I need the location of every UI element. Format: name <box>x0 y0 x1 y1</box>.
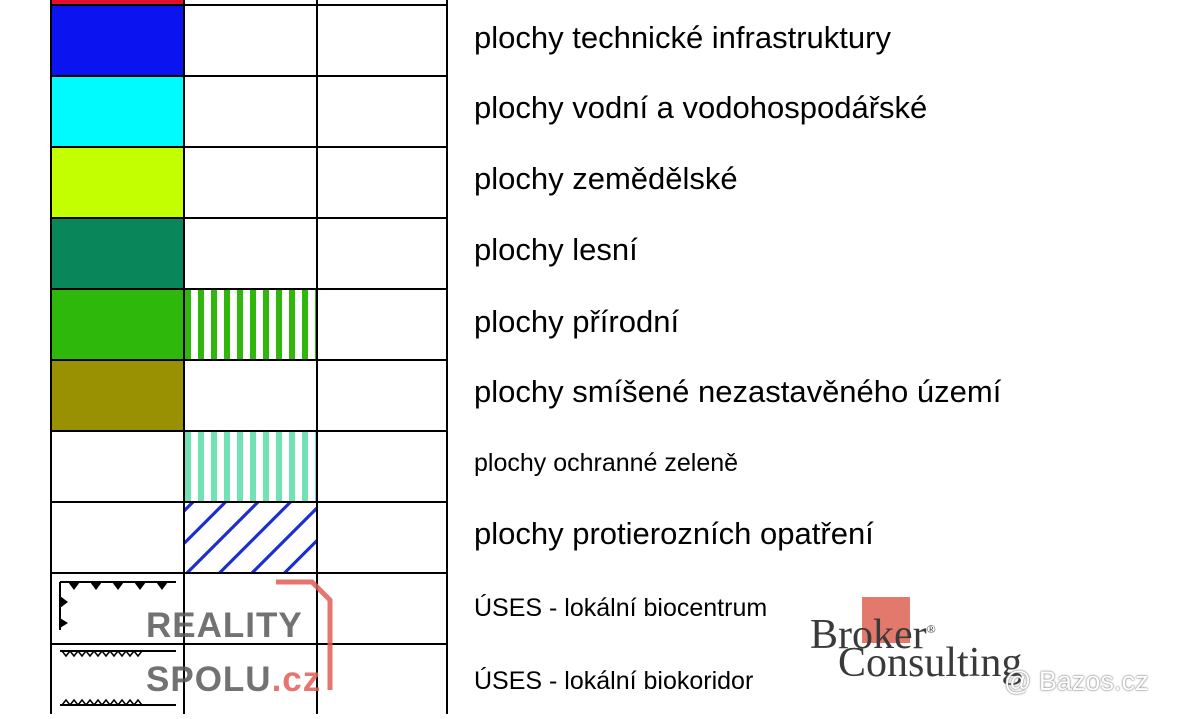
legend-swatch <box>50 501 183 572</box>
reality-spolu-watermark-line1: REALITY <box>146 606 303 645</box>
legend-label: plochy ochranné zeleně <box>474 449 739 477</box>
legend-pattern-cell <box>183 4 316 75</box>
legend-empty-cell <box>316 359 448 430</box>
legend-swatch-partial <box>50 0 183 4</box>
legend-pattern-blue-hatch <box>183 501 316 572</box>
legend-row-vodni <box>50 75 448 146</box>
broker-consulting-watermark-line2: Consulting <box>838 640 1023 686</box>
legend-row-partial <box>50 0 448 4</box>
legend-row-biokoridor <box>50 643 448 714</box>
legend-swatch <box>50 643 183 714</box>
legend-empty-cell <box>316 217 448 288</box>
legend-empty-cell <box>316 430 448 501</box>
legend-swatch <box>50 4 183 75</box>
legend-row-biocentrum <box>50 572 448 643</box>
legend-empty-cell <box>316 75 448 146</box>
legend-swatch <box>50 572 183 643</box>
legend-row-protierozni <box>50 501 448 572</box>
legend-label: plochy protierozních opatření <box>474 516 874 551</box>
biokoridor-symbol-icon <box>60 649 176 707</box>
reality-spolu-text: SPOLU <box>146 660 272 699</box>
legend-empty-cell <box>316 501 448 572</box>
broker-consulting-watermark-line1: Broker® <box>810 612 936 658</box>
legend-pattern-mint-stripes <box>183 430 316 501</box>
legend-swatch <box>50 288 183 359</box>
legend-empty-cell <box>316 146 448 217</box>
legend-swatch <box>50 359 183 430</box>
legend-swatch <box>50 430 183 501</box>
reality-spolu-watermark-line2: SPOLU.cz <box>146 662 321 697</box>
legend-label: plochy vodní a vodohospodářské <box>474 90 928 125</box>
legend-swatch <box>50 75 183 146</box>
reality-spolu-roof-icon <box>276 579 333 690</box>
legend-pattern-cell <box>183 359 316 430</box>
legend-pattern-cell <box>183 0 316 4</box>
legend-empty-cell <box>316 288 448 359</box>
legend-row-smisene <box>50 359 448 430</box>
legend-label: plochy smíšené nezastavěného území <box>474 374 1002 409</box>
legend-pattern-cell <box>183 643 316 714</box>
legend-swatch <box>50 217 183 288</box>
legend-empty-cell <box>316 4 448 75</box>
broker-consulting-logo-square-icon <box>862 597 910 643</box>
legend-row-lesni <box>50 217 448 288</box>
legend-row-prirodni <box>50 288 448 359</box>
legend-pattern-cell <box>183 217 316 288</box>
legend-label: plochy zemědělské <box>474 161 738 196</box>
legend-label: plochy přírodní <box>474 304 680 339</box>
legend-pattern-cell <box>183 75 316 146</box>
legend-swatch <box>50 146 183 217</box>
legend-pattern-green-stripes <box>183 288 316 359</box>
legend-label: plochy lesní <box>474 232 638 267</box>
legend-pattern-cell <box>183 572 316 643</box>
legend-label: plochy technické infrastruktury <box>474 20 891 55</box>
legend-empty-cell <box>316 643 448 714</box>
legend-label: ÚSES - lokální biokoridor <box>474 667 754 695</box>
legend-label: ÚSES - lokální biocentrum <box>474 594 768 622</box>
legend-empty-cell <box>316 572 448 643</box>
legend-row-ochranne-zelene <box>50 430 448 501</box>
legend-pattern-cell <box>183 146 316 217</box>
legend-empty-cell <box>316 0 448 4</box>
bazos-watermark: @ Bazos.cz <box>1004 666 1149 696</box>
legend-row-zemedelske <box>50 146 448 217</box>
legend-row-technicka-infrastruktura <box>50 4 448 75</box>
reality-spolu-tld: .cz <box>271 660 322 699</box>
biocentrum-symbol-icon <box>59 581 176 630</box>
